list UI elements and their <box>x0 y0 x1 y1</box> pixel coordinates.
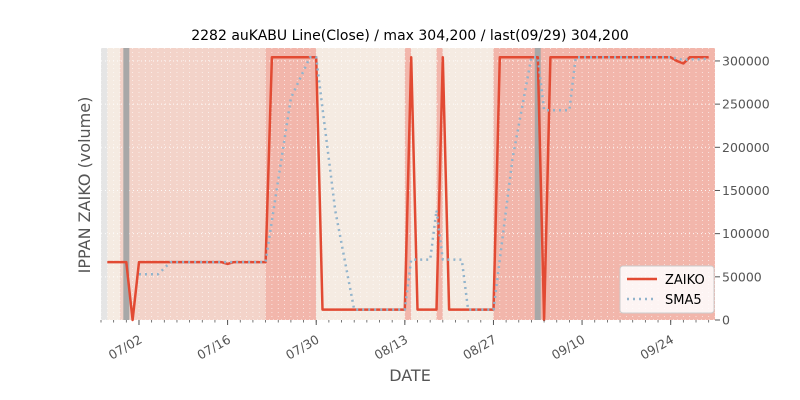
y-tick-label-4: 200000 <box>722 140 770 155</box>
series-layer <box>107 56 709 322</box>
chart-title: 2282 auKABU Line(Close) / max 304,200 / … <box>191 28 629 44</box>
series-line-zaiko <box>107 56 709 322</box>
legend: ZAIKO SMA5 <box>619 265 715 314</box>
y-tick-label-1: 50000 <box>722 269 762 284</box>
x-tick-label-3: 08/13 <box>372 332 411 363</box>
x-tick-label-4: 08/27 <box>460 332 499 363</box>
y-axis: 0 50000 100000 150000 200000 250000 300000 <box>715 53 770 328</box>
shaded-region-1 <box>119 48 266 320</box>
y-tick-label-5: 250000 <box>722 97 770 112</box>
y-tick-label-0: 0 <box>722 313 730 328</box>
y-tick-label-6: 300000 <box>722 53 770 68</box>
x-tick-label-6: 09/24 <box>637 332 676 363</box>
x-axis: 07/02 07/16 07/30 08/13 08/27 09/10 09/24 <box>100 320 710 363</box>
grid-lines <box>100 48 716 321</box>
x-tick-label-0: 07/02 <box>106 332 145 363</box>
y-tick-label-3: 150000 <box>722 183 770 198</box>
event-marker-0 <box>123 48 130 320</box>
x-tick-label-1: 07/16 <box>194 332 233 363</box>
x-tick-label-5: 09/10 <box>549 332 588 363</box>
series-line-sma5 <box>139 56 709 311</box>
legend-label-sma5: SMA5 <box>665 293 702 308</box>
x-tick-label-2: 07/30 <box>283 332 322 363</box>
y-tick-label-2: 100000 <box>722 226 770 241</box>
event-marker-1 <box>534 48 541 320</box>
event-markers <box>123 48 541 320</box>
legend-label-zaiko: ZAIKO <box>665 273 705 288</box>
y-axis-label: IPPAN ZAIKO (volume) <box>75 97 94 274</box>
x-axis-label: DATE <box>389 366 431 385</box>
